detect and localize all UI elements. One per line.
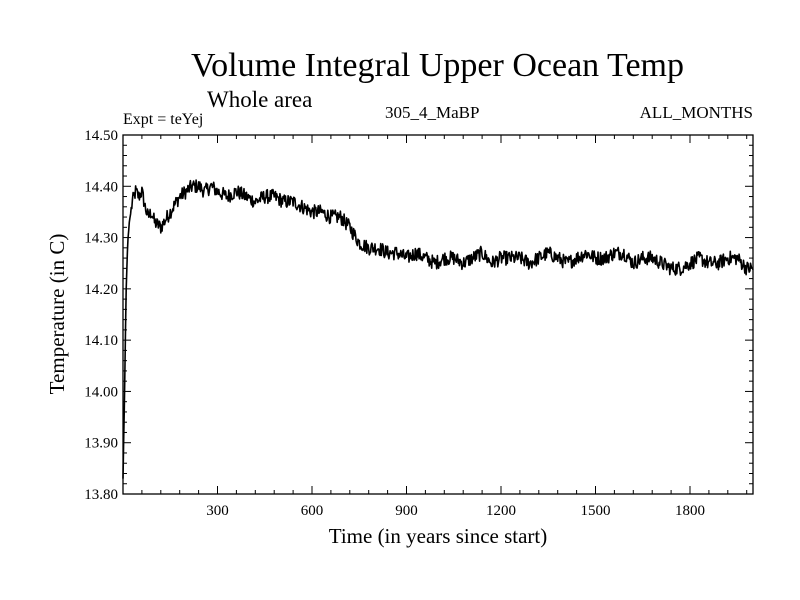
chart-title: Volume Integral Upper Ocean Temp [191, 47, 684, 84]
y-tick-label: 14.40 [84, 179, 118, 195]
period-label: 305_4_MaBP [385, 103, 480, 122]
y-tick-label: 13.80 [84, 487, 118, 503]
x-tick-label: 1800 [675, 503, 705, 519]
chart-subtitle: Whole area [207, 87, 313, 112]
axis-tick-labels: 13.80 13.90 14.00 14.10 14.20 14.30 14.40 14.50… [84, 128, 705, 519]
y-tick-label: 14.20 [84, 282, 118, 298]
y-tick-label: 14.30 [84, 231, 118, 247]
experiment-label: Expt = teYej [123, 111, 204, 128]
y-tick-label: 13.90 [84, 436, 118, 452]
x-tick-label: 1200 [486, 503, 516, 519]
x-tick-label: 300 [206, 503, 229, 519]
months-label: ALL_MONTHS [639, 103, 753, 122]
x-axis-label: Time (in years since start) [329, 524, 548, 548]
y-tick-label: 14.00 [84, 384, 118, 400]
x-tick-label: 900 [395, 503, 418, 519]
y-tick-label: 14.50 [84, 128, 118, 144]
x-tick-label: 1500 [581, 503, 611, 519]
series-line [122, 179, 754, 479]
plot-frame [122, 134, 754, 495]
y-axis-label: Temperature (in C) [45, 234, 69, 395]
x-tick-label: 600 [301, 503, 324, 519]
y-tick-label: 14.10 [84, 333, 118, 349]
